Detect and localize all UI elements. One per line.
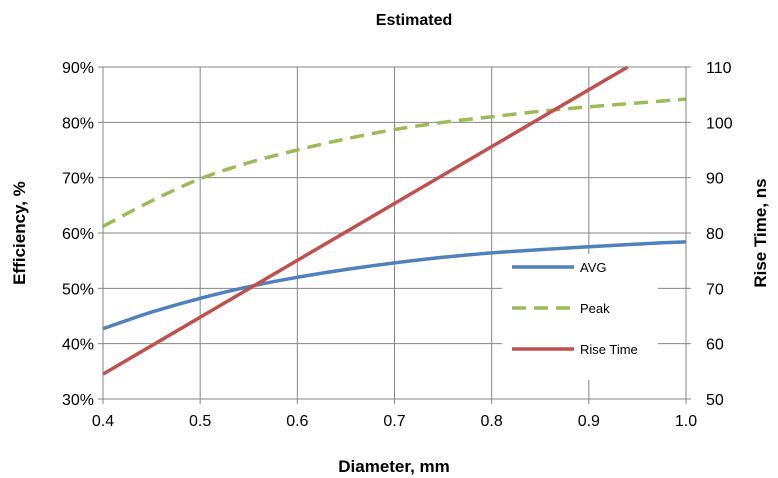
y-axis-ticks: 30% 40% 50% 60% 70% 80% 90%: [62, 60, 103, 409]
y2-axis-title: Rise Time, ns: [751, 178, 770, 287]
legend-background: [502, 254, 658, 380]
y2-tick-label: 90: [706, 171, 724, 188]
y2-tick-label: 80: [706, 226, 724, 243]
x-tick-label: 0.4: [92, 413, 114, 430]
y2-tick-label: 60: [706, 337, 724, 354]
x-tick-label: 0.6: [286, 413, 308, 430]
plot-area: [102, 65, 687, 400]
y2-tick-label: 110: [706, 60, 732, 77]
y-tick-label: 70%: [62, 171, 94, 188]
y2-tick-label: 70: [706, 281, 724, 298]
y2-tick-label: 100: [706, 115, 733, 132]
y2-tick-label: 50: [706, 392, 724, 409]
x-tick-label: 0.7: [383, 413, 405, 430]
x-axis-title: Diameter, mm: [338, 457, 450, 476]
y-tick-label: 30%: [62, 392, 94, 409]
x-tick-label: 1.0: [675, 413, 697, 430]
series-line-rise-time: [102, 65, 629, 376]
y-tick-label: 40%: [62, 337, 94, 354]
y-tick-label: 60%: [62, 226, 94, 243]
series-line-avg: [102, 240, 687, 331]
legend-label-peak: Peak: [580, 301, 610, 316]
x-axis-ticks: 0.4 0.5 0.6 0.7 0.8 0.9 1.0: [92, 399, 697, 430]
legend-label-rise-time: Rise Time: [580, 342, 638, 357]
x-tick-label: 0.9: [578, 413, 600, 430]
x-tick-label: 0.8: [481, 413, 503, 430]
y-axis-title: Efficiency, %: [10, 181, 29, 285]
y-tick-label: 80%: [62, 115, 94, 132]
y2-axis-ticks: 50 60 70 80 90 100 110: [686, 60, 733, 409]
legend: AVG Peak Rise Time: [502, 254, 658, 380]
y-tick-label: 50%: [62, 281, 94, 298]
chart-title: Estimated: [376, 12, 452, 29]
legend-label-avg: AVG: [580, 260, 607, 275]
series-layer: [102, 65, 687, 376]
y-tick-label: 90%: [62, 60, 94, 77]
x-tick-label: 0.5: [189, 413, 211, 430]
series-line-peak: [102, 97, 687, 228]
